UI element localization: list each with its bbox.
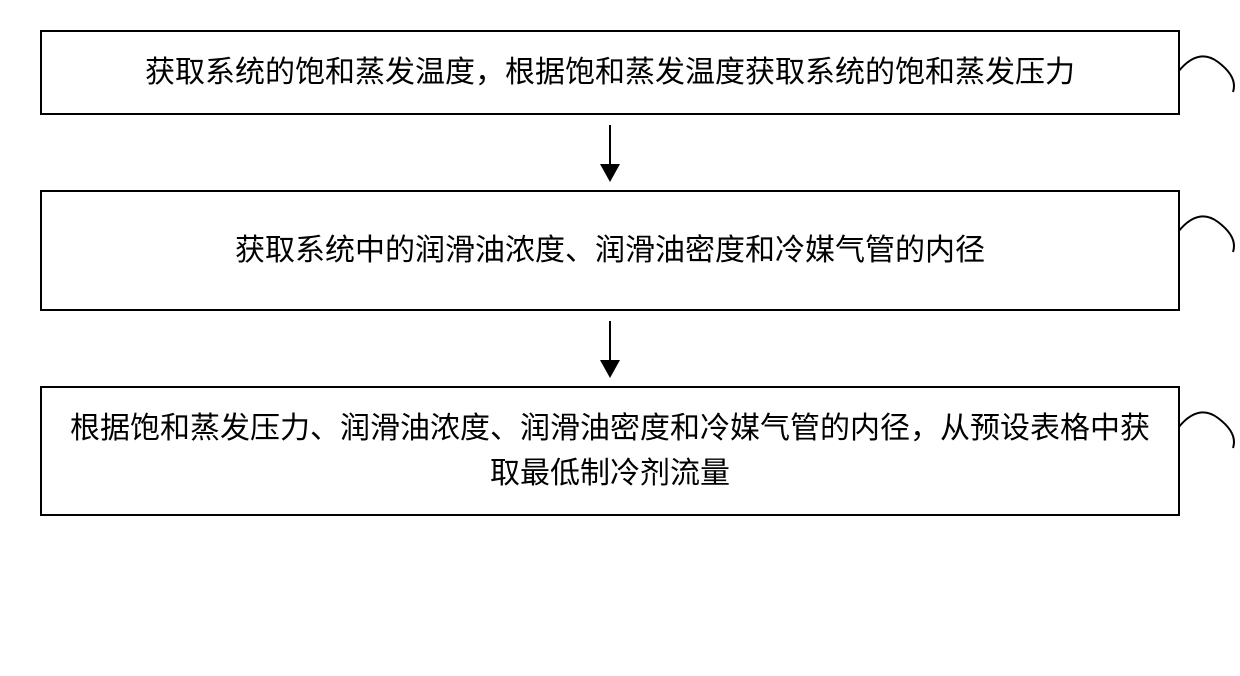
step-text: 获取系统的饱和蒸发温度，根据饱和蒸发温度获取系统的饱和蒸发压力 [66, 50, 1154, 95]
arrow-2 [40, 311, 1180, 386]
connector-curve-s201 [1178, 42, 1240, 97]
connector-curve-s203 [1178, 398, 1240, 453]
flowchart-container: 获取系统的饱和蒸发温度，根据饱和蒸发温度获取系统的饱和蒸发压力 S201 获取系… [40, 30, 1180, 516]
arrow-icon [609, 321, 611, 376]
step-box-s203: 根据饱和蒸发压力、润滑油浓度、润滑油密度和冷媒气管的内径，从预设表格中获取最低制… [40, 386, 1180, 516]
step-box-s201: 获取系统的饱和蒸发温度，根据饱和蒸发温度获取系统的饱和蒸发压力 S201 [40, 30, 1180, 115]
step-box-s202: 获取系统中的润滑油浓度、润滑油密度和冷媒气管的内径 S202 [40, 190, 1180, 311]
step-text: 获取系统中的润滑油浓度、润滑油密度和冷媒气管的内径 [66, 228, 1154, 273]
step-text: 根据饱和蒸发压力、润滑油浓度、润滑油密度和冷媒气管的内径，从预设表格中获取最低制… [66, 406, 1154, 496]
connector-curve-s202 [1178, 202, 1240, 257]
arrow-1 [40, 115, 1180, 190]
arrow-icon [609, 125, 611, 180]
